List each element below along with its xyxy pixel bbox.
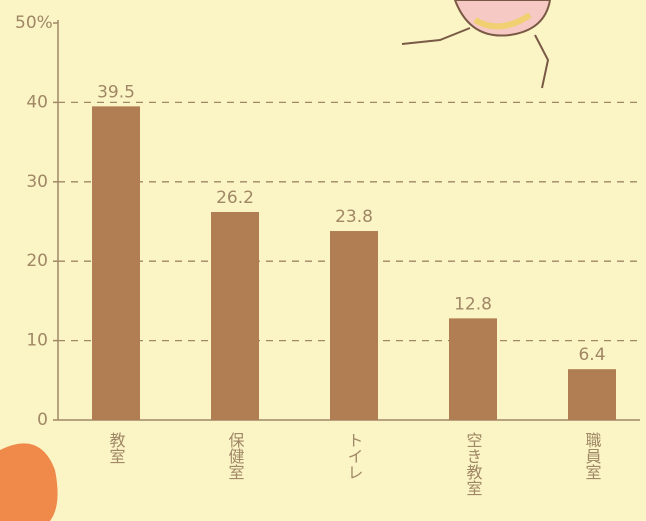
x-tick-label: 職員室 [583, 432, 602, 480]
bar [92, 106, 140, 421]
value-label: 12.8 [454, 294, 492, 314]
bar [330, 231, 378, 420]
value-label: 23.8 [335, 207, 373, 227]
y-tick-label: 10 [26, 331, 48, 351]
x-tick-label: 教室 [107, 432, 126, 464]
value-label: 26.2 [216, 188, 254, 208]
value-label: 39.5 [97, 82, 135, 102]
decoration [0, 0, 552, 521]
y-tick-label: 40 [26, 92, 48, 112]
y-tick-label: 50% [15, 13, 53, 33]
x-tick-label: 保健室 [226, 432, 245, 480]
value-label: 6.4 [578, 345, 605, 365]
x-tick-label: トイレ [345, 432, 364, 480]
y-tick-label: 30 [26, 172, 48, 192]
y-tick-label: 0 [37, 410, 48, 430]
bar [211, 211, 259, 420]
y-tick-label: 20 [26, 251, 48, 271]
x-tick-label: 空き教室 [464, 432, 483, 496]
bar [568, 369, 616, 420]
bar [449, 318, 497, 420]
